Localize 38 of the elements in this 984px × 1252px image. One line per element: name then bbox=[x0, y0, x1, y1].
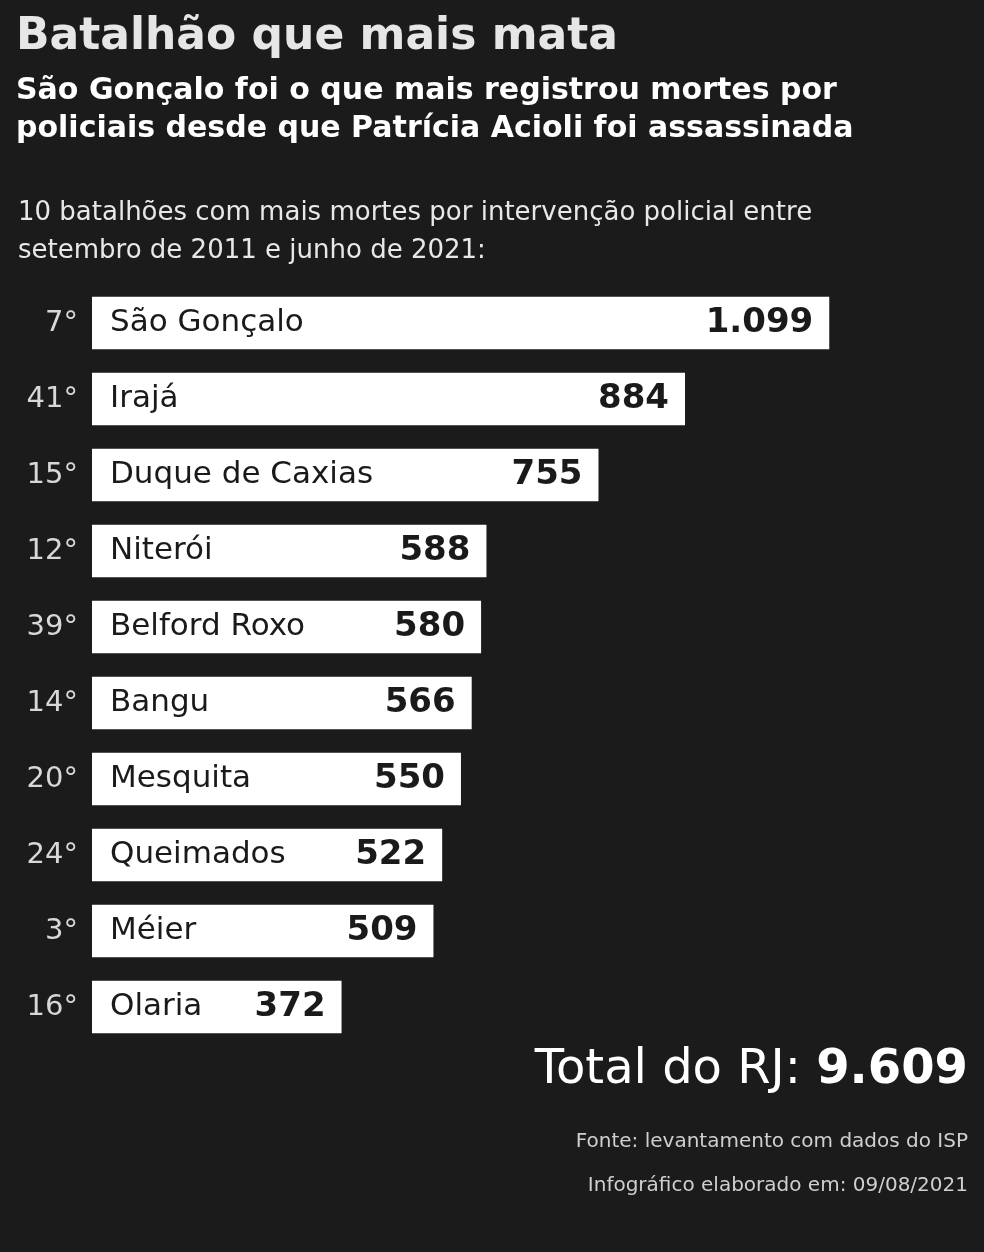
text: 15° bbox=[26, 455, 78, 490]
data-label: 522 bbox=[355, 831, 427, 872]
text: 7° bbox=[45, 303, 78, 338]
text: 20° bbox=[26, 759, 78, 794]
text: 41° bbox=[26, 379, 78, 414]
text: Infográfico elaborado em: 09/08/2021 bbox=[587, 1172, 968, 1196]
y-tick-label: São Gonçalo bbox=[110, 302, 304, 339]
text: 24° bbox=[26, 835, 78, 870]
x-axis-title: 10 batalhões com mais mortes por intervenção policial entre setembro de 2011 e junho de 2021: bbox=[18, 195, 814, 266]
data-label: 550 bbox=[373, 755, 445, 796]
text: 14° bbox=[26, 683, 78, 718]
y-tick-label: Bangu bbox=[110, 682, 210, 719]
data-label: 1.099 bbox=[705, 299, 814, 340]
y-tick-label: Méier bbox=[110, 910, 197, 947]
y-tick-label: Mesquita bbox=[110, 758, 252, 795]
data-label: 755 bbox=[511, 451, 583, 492]
data-label: 566 bbox=[384, 679, 456, 720]
data-label: 884 bbox=[598, 375, 670, 416]
text: 16° bbox=[26, 987, 78, 1022]
text: 3° bbox=[45, 911, 78, 946]
y-tick-label: Queimados bbox=[110, 834, 286, 871]
y-tick-label: Irajá bbox=[110, 378, 179, 415]
data-label: 580 bbox=[394, 603, 466, 644]
y-tick-label: Belford Roxo bbox=[110, 606, 306, 643]
text: 12° bbox=[26, 531, 78, 566]
bar bbox=[92, 372, 686, 426]
y-tick-label: Niterói bbox=[110, 530, 213, 567]
data-label: 372 bbox=[254, 983, 326, 1024]
text: 39° bbox=[26, 607, 78, 642]
data-label: 509 bbox=[346, 907, 418, 948]
y-tick-label: Duque de Caxias bbox=[110, 454, 374, 491]
y-tick-label: Olaria bbox=[110, 986, 203, 1023]
bar bbox=[92, 296, 830, 350]
chart-title: Batalhão que mais mata bbox=[16, 8, 618, 59]
chart-subtitle: São Gonçalo foi o que mais registrou mortes por policiais desde que Patrícia Acioli foi assassinada bbox=[16, 70, 855, 146]
data-label: 588 bbox=[399, 527, 471, 568]
source-note: Fonte: levantamento com dados do ISP bbox=[575, 1128, 968, 1152]
annotation: Total do RJ: 9.609 bbox=[534, 1038, 968, 1094]
